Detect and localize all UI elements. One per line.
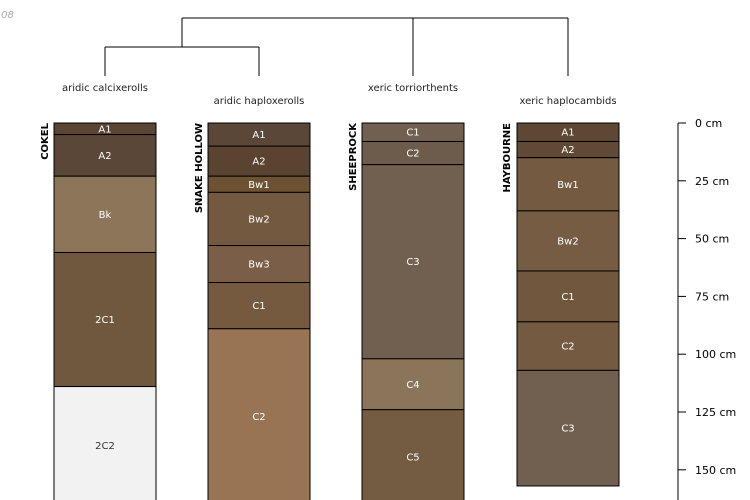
depth-tick-label: 25 cm bbox=[695, 175, 729, 188]
horizon-c4 bbox=[361, 358, 465, 411]
horizon-bw1 bbox=[516, 157, 620, 212]
horizon-label: A1 bbox=[561, 128, 574, 139]
profile-snake-hollow: SNAKE HOLLOW A1 A2 Bw1 Bw2 Bw3 C1 C2 bbox=[194, 122, 311, 500]
taxon-label-3: xeric torriorthents bbox=[368, 83, 458, 94]
corner-mark: .08 bbox=[0, 10, 14, 21]
horizon-a2 bbox=[207, 145, 311, 177]
depth-axis: 0 cm 25 cm 50 cm 75 cm 100 cm 125 cm 150 cm bbox=[677, 117, 736, 500]
horizon-label: 2C2 bbox=[95, 441, 115, 452]
horizon-label: Bw2 bbox=[557, 236, 578, 247]
dendrogram bbox=[104, 17, 569, 76]
profile-name: SHEEPROCK bbox=[348, 122, 359, 191]
horizon-label: Bw1 bbox=[557, 180, 578, 191]
depth-tick-label: 0 cm bbox=[695, 117, 722, 130]
depth-tick-label: 75 cm bbox=[695, 290, 729, 303]
profile-sheeprock: SHEEPROCK C1 C2 C3 C4 C5 bbox=[348, 122, 465, 500]
profile-name: SNAKE HOLLOW bbox=[194, 123, 205, 213]
horizon-label: A2 bbox=[98, 151, 111, 162]
horizon-label: C1 bbox=[252, 301, 265, 312]
horizon-label: Bw2 bbox=[248, 214, 269, 225]
horizon-label: C2 bbox=[252, 412, 265, 423]
horizon-2c2 bbox=[53, 386, 157, 500]
depth-tick-label: 100 cm bbox=[695, 348, 736, 361]
horizon-c2 bbox=[207, 328, 311, 500]
depth-tick-label: 125 cm bbox=[695, 406, 736, 419]
horizon-label: Bw1 bbox=[248, 180, 269, 191]
horizon-c1 bbox=[207, 282, 311, 330]
horizon-label: Bk bbox=[99, 210, 112, 221]
horizon-label: C1 bbox=[406, 128, 419, 139]
profiles: COKEL A1 A2 Bk 2C1 2C2 SNAKE HOLLOW A1 A2 Bw1 Bw2 B… bbox=[40, 122, 620, 500]
depth-tick-label: 150 cm bbox=[695, 464, 736, 477]
horizon-label: Bw3 bbox=[248, 260, 269, 271]
horizon-bk bbox=[53, 175, 157, 253]
taxon-label-1: aridic calcixerolls bbox=[62, 83, 148, 94]
dendrogram-labels: aridic calcixerolls aridic haploxerolls … bbox=[62, 83, 617, 107]
profile-haybourne: HAYBOURNE A1 A2 Bw1 Bw2 C1 C2 C3 bbox=[502, 122, 620, 487]
horizon-c5 bbox=[361, 409, 465, 500]
horizon-label: C3 bbox=[561, 424, 574, 435]
horizon-label: A1 bbox=[98, 124, 111, 135]
horizon-label: 2C1 bbox=[95, 315, 115, 326]
horizon-bw2 bbox=[207, 191, 311, 247]
horizon-label: C4 bbox=[406, 380, 419, 391]
horizon-c1 bbox=[516, 270, 620, 323]
horizon-label: A2 bbox=[252, 157, 265, 168]
horizon-a2 bbox=[53, 134, 157, 177]
profile-cokel: COKEL A1 A2 Bk 2C1 2C2 bbox=[40, 122, 157, 500]
horizon-label: C2 bbox=[561, 342, 574, 353]
profile-name: COKEL bbox=[40, 122, 51, 159]
horizon-label: C3 bbox=[406, 257, 419, 268]
profile-name: HAYBOURNE bbox=[502, 123, 513, 193]
horizon-label: A2 bbox=[561, 145, 574, 156]
horizon-c3 bbox=[361, 164, 465, 360]
horizon-label: C2 bbox=[406, 149, 419, 160]
horizon-label: C5 bbox=[406, 453, 419, 464]
depth-tick-label: 50 cm bbox=[695, 233, 729, 246]
taxon-label-2: aridic haploxerolls bbox=[214, 96, 305, 107]
horizon-c3 bbox=[516, 369, 620, 487]
horizon-bw2 bbox=[516, 210, 620, 272]
horizon-2c1 bbox=[53, 251, 157, 388]
horizon-label: A1 bbox=[252, 130, 265, 141]
horizon-label: C1 bbox=[561, 292, 574, 303]
taxon-label-4: xeric haplocambids bbox=[519, 96, 616, 107]
